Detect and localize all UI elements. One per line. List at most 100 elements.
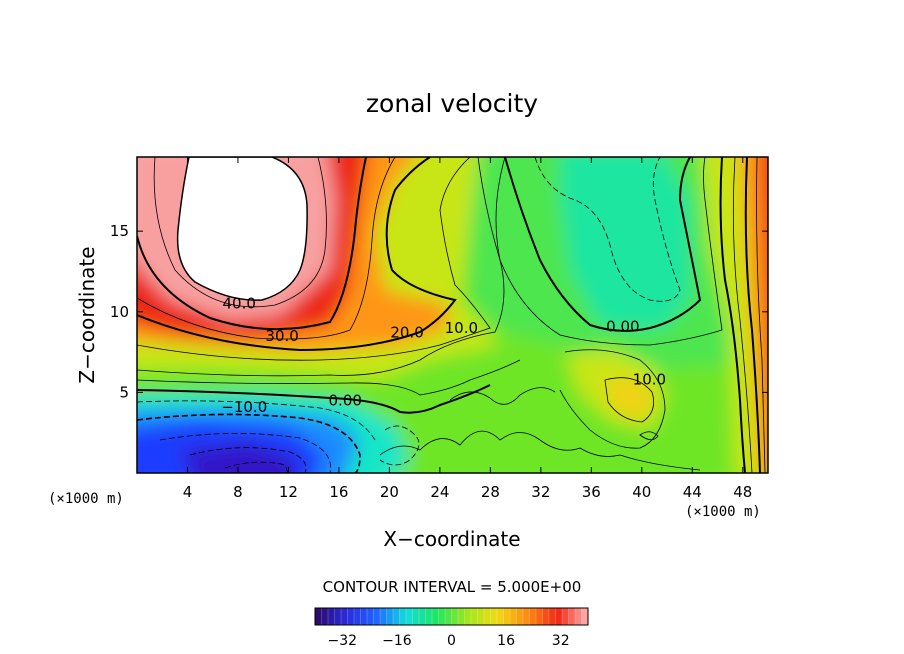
- x-tick-label: 44: [683, 483, 702, 501]
- x-tick-label: 48: [733, 483, 752, 501]
- contour-5: [137, 359, 521, 396]
- colorbar-cell: [529, 608, 537, 625]
- contour-neg5: [137, 400, 376, 441]
- colorbar: −32 −16 0 16 32: [314, 607, 589, 649]
- colorbar-cell: [419, 608, 426, 625]
- contour-right-0: [719, 157, 746, 473]
- contour-10-left: [137, 157, 506, 377]
- colorbar-cell: [354, 608, 361, 625]
- colorbar-cell: [581, 608, 589, 625]
- contour-25: [137, 157, 396, 340]
- colorbar-cell: [315, 608, 322, 625]
- colorbar-cell: [341, 608, 348, 625]
- colorbar-cell: [503, 608, 511, 625]
- x-tick-label: 20: [380, 483, 399, 501]
- y-axis-ticks: 5 10 15: [110, 222, 768, 401]
- colorbar-cell: [386, 608, 394, 625]
- colorbar-cell: [432, 608, 439, 625]
- contour-0-left: [137, 384, 491, 414]
- plot-area: 40.0 30.0 20.0 10.0 0.00 10.0 0.00 −10.0: [137, 157, 768, 473]
- x-tick-label: 8: [233, 483, 243, 501]
- y-axis-label: Z−coordinate: [75, 246, 99, 383]
- contour-lines: [137, 157, 766, 473]
- y-tick-label: 5: [119, 383, 129, 401]
- colorbar-tick-label: 32: [552, 633, 570, 649]
- colorbar-cell: [555, 608, 563, 625]
- contour-right-5: [732, 157, 753, 473]
- plot-frame: [136, 156, 769, 474]
- chart-title: zonal velocity: [366, 89, 538, 118]
- colorbar-tick-label: −32: [328, 633, 358, 649]
- contour-neg15: [159, 433, 332, 473]
- colorbar-tick-label: −16: [382, 633, 412, 649]
- contour-neg10: [137, 413, 361, 473]
- colorbar-cell: [334, 608, 342, 625]
- contour-label: 0.00: [606, 317, 639, 335]
- colorbar-ticks: −32 −16 0 16 32: [328, 633, 570, 649]
- contour-label: −10.0: [221, 398, 267, 416]
- contour-40: [153, 157, 327, 308]
- contour-15-right: [604, 377, 655, 423]
- colorbar-tick-label: 0: [447, 633, 456, 649]
- colorbar-cell: [451, 608, 459, 625]
- colorbar-cell: [477, 608, 485, 625]
- x-axis-ticks: 4 8 12 16 20 24 28 32 36 40 44 48: [183, 157, 752, 501]
- contour-label: 40.0: [223, 295, 256, 313]
- colorbar-cell: [523, 608, 530, 625]
- colorbar-cell: [373, 608, 381, 625]
- field-minimum: [560, 157, 690, 330]
- contour-neg5-upper: [534, 157, 681, 302]
- field-right-red: [757, 157, 768, 428]
- colorbar-cell: [458, 608, 465, 625]
- contour-0-upper: [504, 157, 702, 332]
- field-neg-darkblue: [180, 442, 300, 473]
- contour-15: [137, 157, 491, 361]
- x-tick-label: 4: [183, 483, 193, 501]
- colorbar-cell: [347, 608, 355, 625]
- x-unit-left: (×1000 m): [48, 491, 124, 507]
- contour-label: 10.0: [445, 319, 478, 337]
- colorbar-cell: [360, 608, 368, 625]
- colorbar-cell: [380, 608, 387, 625]
- x-tick-label: 32: [531, 483, 550, 501]
- x-tick-label: 16: [329, 483, 348, 501]
- colorbar-cell: [497, 608, 504, 625]
- x-tick-label: 36: [582, 483, 601, 501]
- colorbar-cell: [367, 608, 374, 625]
- colorbar-tick-label: 16: [497, 633, 515, 649]
- colorbar-cell: [510, 608, 517, 625]
- field-local-max-core: [605, 378, 655, 420]
- x-tick-label: 24: [430, 483, 449, 501]
- colorbar-cell: [464, 608, 472, 625]
- x-axis-label: X−coordinate: [383, 527, 520, 551]
- contour-label: 20.0: [390, 324, 423, 342]
- contour-interval-text: CONTOUR INTERVAL = 5.000E+00: [323, 578, 582, 596]
- colorbar-cell: [536, 608, 543, 625]
- colorbar-cell: [568, 608, 576, 625]
- contour-lower-mid-c: [449, 387, 556, 405]
- y-tick-label: 10: [110, 303, 129, 321]
- contour-10-right: [559, 349, 666, 449]
- contour-5-upper: [477, 157, 723, 346]
- contour-right-20: [756, 157, 766, 473]
- x-tick-label: 40: [632, 483, 651, 501]
- contour-label-layer: 40.0 30.0 20.0 10.0 0.00 10.0 0.00 −10.0: [221, 295, 666, 416]
- x-unit-right: (×1000 m): [685, 504, 761, 520]
- colorbar-cells: [315, 608, 589, 625]
- colorbar-cell: [406, 608, 413, 625]
- contour-20: [137, 157, 457, 352]
- contour-lower-mid-d: [639, 431, 659, 441]
- colorbar-cell: [393, 608, 400, 625]
- x-tick-label: 28: [481, 483, 500, 501]
- colorbar-frame: [314, 607, 589, 626]
- colorbar-cell: [542, 608, 550, 625]
- colorbar-cell: [425, 608, 433, 625]
- contour-lower-mid-a: [379, 430, 701, 471]
- colorbar-cell: [562, 608, 569, 625]
- colorbar-cell: [490, 608, 498, 625]
- contour-right-10: [744, 157, 761, 473]
- contour-label: 30.0: [265, 327, 298, 345]
- colorbar-cell: [484, 608, 491, 625]
- contour-neg20: [189, 447, 307, 473]
